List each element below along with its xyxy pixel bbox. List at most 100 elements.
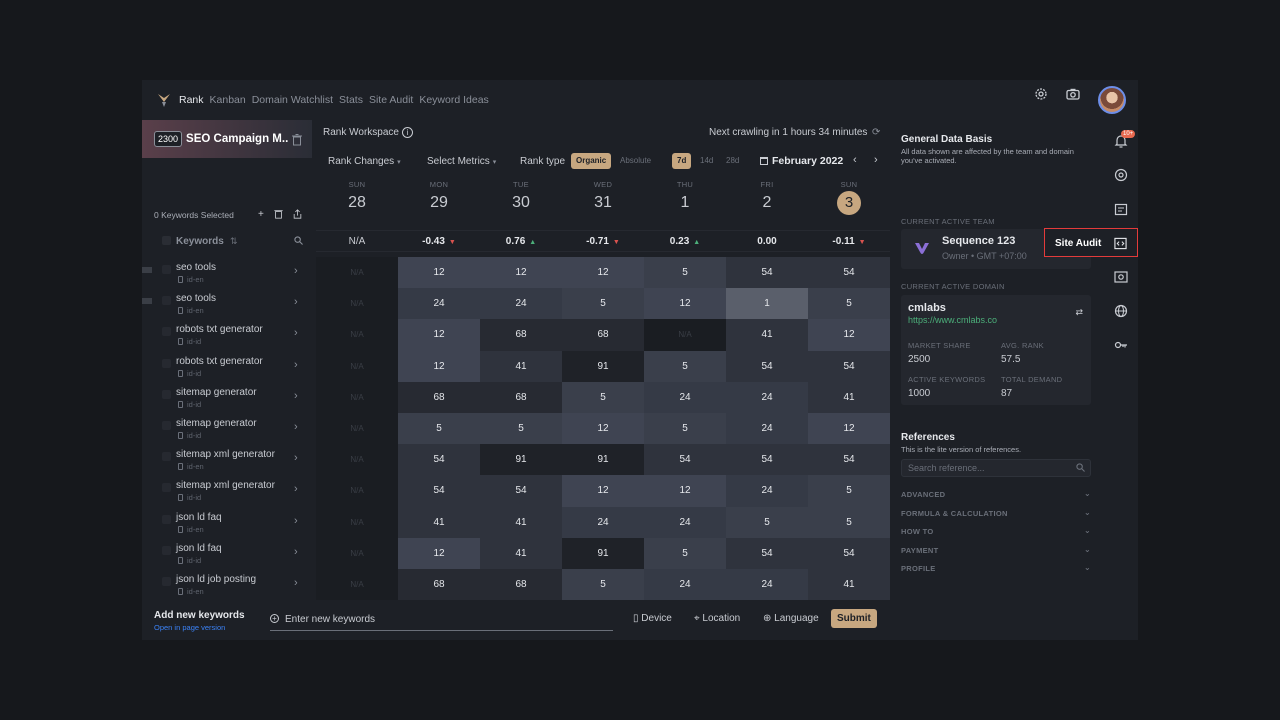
rank-cell[interactable]: 54 (808, 350, 890, 382)
rank-cell[interactable]: 54 (808, 257, 890, 289)
reference-accordion-item[interactable]: PAYMENT ⌄ (901, 545, 1091, 555)
rank-cell[interactable]: N/A (316, 569, 398, 601)
location-selector[interactable]: ⌖ Location (694, 613, 741, 624)
keyword-checkbox[interactable] (162, 420, 171, 430)
rank-cell[interactable]: 41 (480, 350, 562, 382)
rank-cell[interactable]: 5 (644, 350, 726, 382)
nav-item-keyword-ideas[interactable]: Keyword Ideas (419, 94, 489, 106)
rank-cell[interactable]: 12 (480, 257, 562, 289)
user-avatar[interactable] (1098, 86, 1126, 114)
rank-cell[interactable]: 54 (808, 444, 890, 476)
rank-cell[interactable]: 54 (398, 475, 480, 507)
rank-cell[interactable]: N/A (316, 288, 398, 320)
rank-cell[interactable]: 12 (562, 475, 644, 507)
rank-cell[interactable]: 41 (808, 569, 890, 601)
rank-cell[interactable]: 68 (398, 381, 480, 413)
rank-cell[interactable]: 24 (644, 506, 726, 538)
rank-cell[interactable]: N/A (316, 506, 398, 538)
rank-cell[interactable]: 5 (644, 257, 726, 289)
keyword-search-icon[interactable] (294, 236, 303, 245)
month-picker[interactable]: February 2022 (760, 155, 843, 167)
nav-item-domain-watchlist[interactable]: Domain Watchlist (251, 94, 334, 106)
key-icon[interactable] (1114, 338, 1128, 352)
rank-cell[interactable]: 5 (562, 381, 644, 413)
rank-cell[interactable]: 54 (808, 537, 890, 569)
keyword-row[interactable]: json ld faq id-id › (142, 538, 312, 569)
rank-cell[interactable]: N/A (316, 319, 398, 351)
rank-cell[interactable]: 5 (398, 413, 480, 445)
keyword-checkbox[interactable] (162, 327, 171, 337)
rank-cell[interactable]: 54 (726, 444, 808, 476)
rank-cell[interactable]: N/A (316, 350, 398, 382)
keyword-checkbox[interactable] (162, 576, 171, 586)
chevron-right-icon[interactable]: › (294, 576, 298, 589)
export-icon[interactable] (293, 209, 302, 219)
chevron-right-icon[interactable]: › (294, 514, 298, 527)
period-7d[interactable]: 7d (672, 153, 692, 169)
chevron-right-icon[interactable]: › (294, 452, 298, 465)
rank-cell[interactable]: 24 (726, 569, 808, 601)
rank-cell[interactable]: N/A (316, 413, 398, 445)
rank-cell[interactable]: 1 (726, 288, 808, 320)
nav-item-kanban[interactable]: Kanban (209, 94, 246, 106)
select-all-checkbox[interactable] (162, 236, 171, 245)
keyword-row[interactable]: sitemap xml generator id-en › (142, 444, 312, 475)
reference-accordion-item[interactable]: PROFILE ⌄ (901, 563, 1091, 573)
chevron-right-icon[interactable]: › (294, 545, 298, 558)
keyword-row[interactable]: sitemap xml generator id-id › (142, 475, 312, 506)
rank-cell[interactable]: 5 (808, 288, 890, 320)
rank-cell[interactable]: 41 (726, 319, 808, 351)
rank-cell[interactable]: 68 (480, 319, 562, 351)
nav-item-stats[interactable]: Stats (339, 94, 363, 106)
keyword-checkbox[interactable] (162, 545, 171, 555)
period-28d[interactable]: 28d (721, 153, 745, 169)
chevron-right-icon[interactable]: › (294, 358, 298, 371)
rank-cell[interactable]: 12 (398, 257, 480, 289)
rank-cell[interactable]: 12 (808, 319, 890, 351)
keyword-row[interactable]: robots txt generator id-id › (142, 319, 312, 350)
switch-domain-icon[interactable]: ⇄ (1075, 307, 1083, 317)
rank-cell[interactable]: 68 (562, 319, 644, 351)
keyword-checkbox[interactable] (162, 296, 171, 306)
keyword-checkbox[interactable] (162, 389, 171, 399)
rank-cell[interactable]: 5 (562, 569, 644, 601)
radar-icon[interactable] (1114, 168, 1128, 182)
rank-cell[interactable]: 24 (726, 413, 808, 445)
rank-cell[interactable]: 91 (480, 444, 562, 476)
campaign-delete-icon[interactable] (292, 134, 302, 146)
rank-changes-dropdown[interactable]: Rank Changes ▾ (328, 156, 401, 167)
rank-cell[interactable]: 24 (398, 288, 480, 320)
keyword-row[interactable]: seo tools id-en › (142, 288, 312, 319)
rank-cell[interactable]: 12 (398, 350, 480, 382)
rank-cell[interactable]: 24 (644, 569, 726, 601)
rank-cell[interactable]: 5 (480, 413, 562, 445)
rank-cell[interactable]: N/A (316, 381, 398, 413)
add-keyword-icon[interactable]: + (258, 209, 264, 220)
rank-cell[interactable]: 91 (562, 444, 644, 476)
rank-cell[interactable]: 54 (398, 444, 480, 476)
info-icon[interactable]: i (402, 127, 413, 138)
keyword-row[interactable]: robots txt generator id-id › (142, 351, 312, 382)
rank-cell[interactable]: 12 (562, 257, 644, 289)
rank-cell[interactable]: 5 (726, 506, 808, 538)
rank-type-organic[interactable]: Organic (571, 153, 612, 169)
eye-window-icon[interactable] (1114, 270, 1128, 284)
rank-cell[interactable]: 41 (398, 506, 480, 538)
rank-cell[interactable]: 24 (726, 475, 808, 507)
rank-cell[interactable]: 12 (644, 475, 726, 507)
rank-cell[interactable]: 24 (726, 381, 808, 413)
rank-cell[interactable]: 68 (398, 569, 480, 601)
rank-cell[interactable]: 5 (562, 288, 644, 320)
reference-search-input[interactable] (901, 459, 1091, 477)
delete-keyword-icon[interactable] (274, 209, 283, 219)
rank-cell[interactable]: 12 (562, 413, 644, 445)
keyword-row[interactable]: seo tools id-en › (142, 257, 312, 288)
rank-cell[interactable]: 24 (562, 506, 644, 538)
rank-cell[interactable]: 68 (480, 381, 562, 413)
rank-cell[interactable]: 12 (398, 537, 480, 569)
rank-cell[interactable]: 91 (562, 350, 644, 382)
rank-cell[interactable]: 24 (480, 288, 562, 320)
site-audit-rail-item[interactable]: Site Audit (1044, 228, 1138, 257)
chevron-right-icon[interactable]: › (294, 296, 298, 309)
keyword-row[interactable]: json ld job posting id-en › (142, 569, 312, 600)
